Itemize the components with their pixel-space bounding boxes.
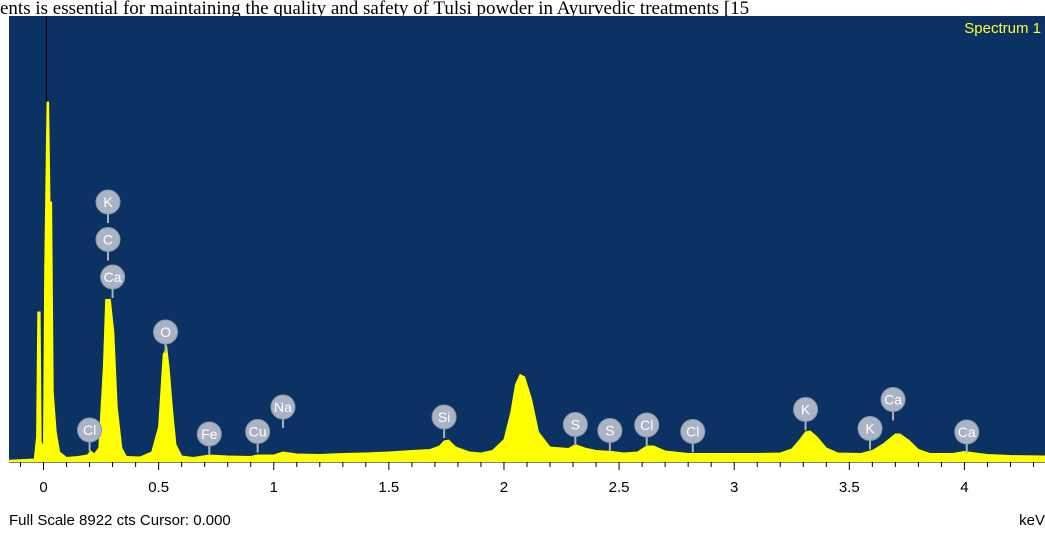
marker-label: O — [160, 324, 171, 340]
marker-circle — [634, 412, 660, 438]
marker-circle — [270, 394, 296, 420]
caption-text: ents is essential for maintaining the qu… — [0, 0, 750, 19]
x-axis-svg: 0 0.5 1 1.5 2 2.5 3 3.5 4 — [9, 462, 1045, 496]
x-tick-label: 0.5 — [148, 479, 169, 496]
marker-circle — [880, 387, 906, 413]
x-axis: 0 0.5 1 1.5 2 2.5 3 3.5 4 — [9, 462, 1045, 512]
element-marker-c: C — [95, 227, 121, 261]
marker-label: Ca — [884, 392, 902, 408]
marker-circle — [100, 264, 126, 290]
element-marker-fe: Fe — [196, 421, 222, 456]
marker-label: S — [605, 423, 614, 439]
element-marker-cl: Cl — [634, 412, 660, 447]
marker-label: K — [103, 194, 113, 210]
marker-circle — [954, 419, 980, 445]
marker-circle — [245, 419, 271, 445]
element-marker-cu: Cu — [245, 419, 271, 453]
element-marker-si: Si — [431, 404, 457, 439]
element-marker-ca: Ca — [954, 419, 980, 454]
marker-circle — [196, 421, 222, 447]
x-tick-label: 1 — [270, 479, 278, 496]
marker-label: Cl — [640, 417, 653, 433]
element-marker-k: K — [857, 416, 883, 450]
x-tick-label: 0 — [39, 479, 47, 496]
x-tick-label: 3.5 — [839, 479, 860, 496]
x-tick-label: 3 — [730, 479, 738, 496]
x-tick-label: 4 — [960, 479, 968, 496]
marker-label: Ca — [104, 269, 122, 285]
x-tick-label: 2.5 — [609, 479, 630, 496]
marker-circle — [857, 416, 883, 442]
marker-label: K — [801, 402, 811, 418]
marker-label: Cl — [686, 424, 699, 440]
element-marker-cl: Cl — [77, 417, 103, 452]
marker-label: Fe — [201, 426, 218, 442]
marker-label: Na — [274, 399, 292, 415]
element-marker-o: O — [153, 319, 179, 354]
marker-label: Cl — [83, 422, 96, 438]
spectrum-plot[interactable]: K C Ca O Cl Fe Cu Na Si S S Cl Cl K K Ca Ca Spectrum 1 — [9, 16, 1045, 462]
marker-circle — [77, 417, 103, 443]
marker-circle — [153, 319, 179, 345]
spectrum-title: Spectrum 1 — [964, 20, 1041, 37]
x-tick-label: 1.5 — [378, 479, 399, 496]
element-marker-s: S — [597, 418, 623, 452]
element-marker-s: S — [562, 412, 588, 446]
element-marker-na: Na — [270, 394, 296, 429]
marker-circle — [95, 227, 121, 253]
marker-label: Si — [438, 409, 450, 425]
marker-circle — [95, 189, 121, 215]
marker-circle — [597, 418, 623, 444]
marker-label: K — [865, 421, 875, 437]
marker-label: Cu — [249, 424, 267, 440]
marker-circle — [562, 412, 588, 438]
marker-label: C — [103, 232, 113, 248]
marker-circle — [680, 419, 706, 445]
element-marker-ca: Ca — [100, 264, 126, 299]
x-axis-unit: keV — [1019, 512, 1045, 529]
spectrum-svg: K C Ca O Cl Fe Cu Na Si S S Cl Cl K K Ca Ca — [9, 16, 1045, 462]
element-marker-ca: Ca — [880, 387, 906, 421]
x-tick-label: 2 — [500, 479, 508, 496]
marker-circle — [793, 397, 819, 423]
element-marker-k: K — [95, 189, 121, 224]
marker-label: S — [571, 417, 580, 433]
element-marker-cl: Cl — [680, 419, 706, 453]
marker-label: Ca — [958, 424, 976, 440]
element-marker-k: K — [793, 397, 819, 431]
status-footer: Full Scale 8922 cts Cursor: 0.000 — [9, 512, 231, 529]
spectrum-series-0 — [9, 101, 1045, 462]
marker-circle — [431, 404, 457, 430]
